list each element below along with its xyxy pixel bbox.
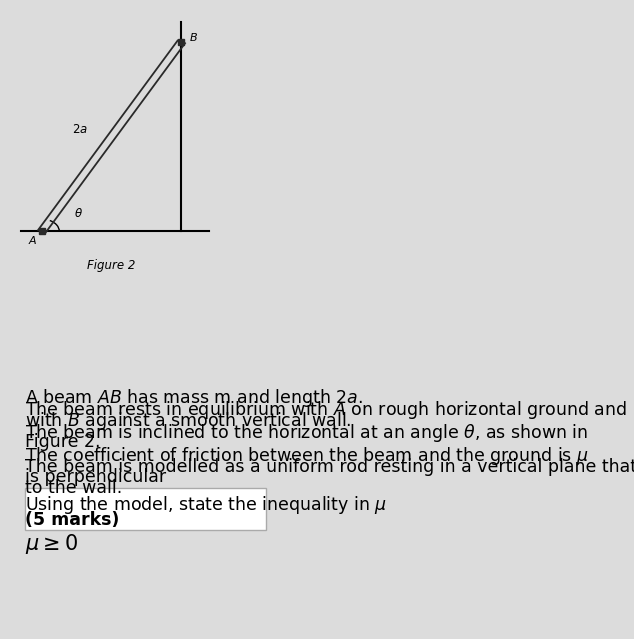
Text: Figure 2.: Figure 2. [25,433,101,450]
Text: Figure 2: Figure 2 [87,259,135,272]
Text: A beam $\mathit{AB}$ has mass m and length 2$a$.: A beam $\mathit{AB}$ has mass m and leng… [25,387,363,408]
Text: The coefficient of friction between the beam and the ground is $\mu$: The coefficient of friction between the … [25,445,589,467]
Text: Using the model, state the inequality in $\mu$: Using the model, state the inequality in… [25,494,387,516]
Text: The beam rests in equilibrium with $\mathit{A}$ on rough horizontal ground and: The beam rests in equilibrium with $\mat… [25,399,628,421]
Text: to the wall.: to the wall. [25,479,122,497]
Text: $\theta$: $\theta$ [74,206,83,220]
Text: with $\mathit{B}$ against a smooth vertical wall.: with $\mathit{B}$ against a smooth verti… [25,410,352,431]
Text: $\mu \geq 0$: $\mu \geq 0$ [25,532,79,556]
Text: The beam is inclined to the horizontal at an angle $\theta$, as shown in: The beam is inclined to the horizontal a… [25,422,588,444]
Text: The beam is modelled as a uniform rod resting in a vertical plane that: The beam is modelled as a uniform rod re… [25,458,634,476]
Text: $B$: $B$ [189,31,198,43]
Text: $A$: $A$ [29,234,38,246]
Text: $2a$: $2a$ [72,123,88,136]
Text: (5 marks): (5 marks) [25,511,120,529]
Text: is perpendicular: is perpendicular [25,468,167,486]
